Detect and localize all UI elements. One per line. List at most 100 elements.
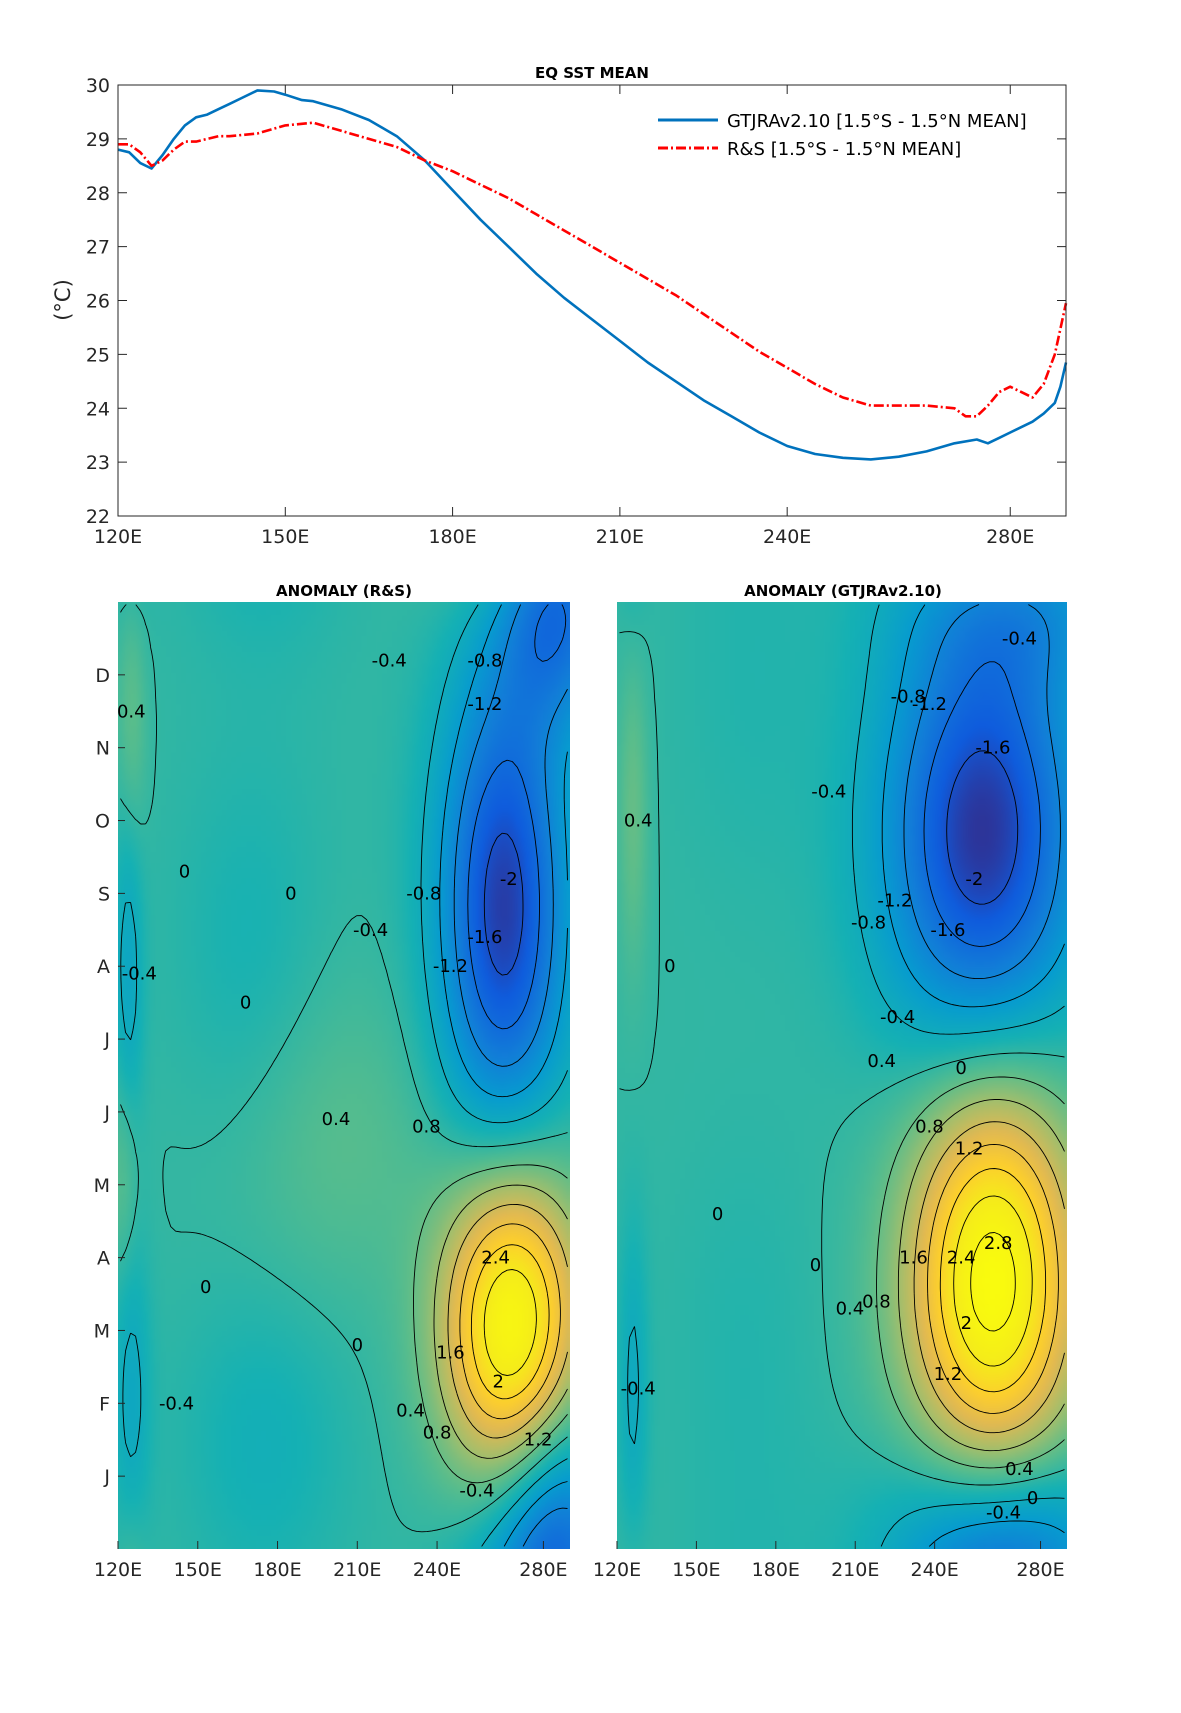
x-tick-label: 210E <box>831 1559 879 1581</box>
contour-label: 0 <box>179 862 190 883</box>
x-tick-label: 120E <box>94 526 142 548</box>
contour-label: 1.6 <box>899 1248 928 1269</box>
contour-label: -0.4 <box>459 1481 494 1502</box>
contour-line <box>470 1244 550 1400</box>
contour-label: -2 <box>965 869 983 890</box>
y-tick-label: J <box>103 1466 110 1488</box>
series-line-rs <box>118 121 1068 418</box>
contour-line <box>120 604 568 1547</box>
y-tick-label: 27 <box>86 237 110 259</box>
anomaly-rs-colorfield <box>118 602 570 1549</box>
contour-label: 2 <box>492 1372 503 1393</box>
contour-line <box>447 1203 568 1439</box>
contour-label: 0.4 <box>322 1109 351 1130</box>
x-tick-label: 150E <box>174 1559 222 1581</box>
contour-label: -2 <box>500 869 518 890</box>
x-tick-label: 180E <box>752 1559 800 1581</box>
series-line-gtjra <box>117 89 1068 461</box>
contour-label: 0 <box>664 956 675 977</box>
y-tick-label: S <box>98 883 110 905</box>
x-tick-label: 150E <box>261 526 309 548</box>
contour-line <box>913 1121 1065 1434</box>
contour-label: 0.8 <box>412 1117 441 1138</box>
x-tick-label: 210E <box>596 526 644 548</box>
y-tick-label: N <box>96 738 110 760</box>
contour-label: -0.8 <box>467 650 502 671</box>
contour-label: 0.4 <box>117 701 146 722</box>
line-plot-frame <box>117 84 1067 517</box>
contour-line <box>483 1269 537 1376</box>
contour-label: -0.4 <box>122 964 157 985</box>
contour-line <box>627 604 1065 1547</box>
contour-label: 1.6 <box>436 1342 465 1363</box>
x-tick-label: 280E <box>519 1559 567 1581</box>
y-tick-label: 24 <box>86 398 110 420</box>
contour-label: 1.2 <box>524 1430 553 1451</box>
x-tick-label: 240E <box>763 526 811 548</box>
contour-label: 0.4 <box>624 811 653 832</box>
y-tick-label: D <box>95 665 110 687</box>
contour-line <box>927 1143 1059 1414</box>
x-tick-label: 120E <box>94 1559 142 1581</box>
x-tick-label: 180E <box>428 526 476 548</box>
y-tick-label: O <box>95 811 110 833</box>
anomaly-rs-heatmap: ANOMALY (R&S) 2.421.61.20.80.40.80.4-0.4… <box>94 582 570 1581</box>
contour-label: 0 <box>1027 1488 1038 1509</box>
contour-line <box>939 1168 1047 1393</box>
contour-label: 2 <box>961 1313 972 1334</box>
contour-label: -1.6 <box>467 927 502 948</box>
y-tick-label: 25 <box>86 344 110 366</box>
contour-label: -1.2 <box>433 956 468 977</box>
x-tick-label: 180E <box>253 1559 301 1581</box>
y-tick-label: A <box>97 1248 110 1270</box>
x-tick-label: 280E <box>986 526 1034 548</box>
y-tick-label: M <box>94 1175 110 1197</box>
line-chart-ylabel: (°C) <box>51 279 75 321</box>
y-tick-label: J <box>103 1029 110 1051</box>
contour-label: -0.8 <box>406 883 441 904</box>
contour-line <box>881 604 1065 1547</box>
x-tick-label: 150E <box>672 1559 720 1581</box>
contour-label: -0.4 <box>1002 628 1037 649</box>
contour-label: 0.8 <box>915 1117 944 1138</box>
x-tick-label: 210E <box>333 1559 381 1581</box>
contour-line <box>897 1099 1065 1452</box>
contour-label: -0.4 <box>159 1393 194 1414</box>
contour-line <box>459 1223 561 1420</box>
line-chart-title: EQ SST MEAN <box>535 64 649 82</box>
y-tick-label: A <box>97 956 110 978</box>
y-tick-label: J <box>103 1102 110 1124</box>
y-tick-label: 28 <box>86 183 110 205</box>
contour-label: 2.4 <box>947 1248 976 1269</box>
contour-line <box>433 1184 568 1459</box>
contour-label: -0.4 <box>621 1379 656 1400</box>
anomaly-gtjra-heatmap: ANOMALY (GTJRAv2.10) 2.8 2.4 2 1.6 1.2 1.2 0.8… <box>593 582 1067 1581</box>
contour-line <box>903 604 1061 980</box>
contour-line <box>953 1195 1033 1367</box>
contour-label: 0.8 <box>423 1422 452 1443</box>
anomaly-gtjra-contours <box>619 604 1065 1547</box>
contour-label: 0.8 <box>862 1291 891 1312</box>
legend-label-rs: R&S [1.5°S - 1.5°N MEAN] <box>727 139 961 160</box>
contour-label: 0 <box>240 993 251 1014</box>
y-tick-label: F <box>99 1393 110 1415</box>
contour-line <box>453 604 568 1547</box>
contour-label: -0.4 <box>372 650 407 671</box>
contour-label: -0.8 <box>851 913 886 934</box>
contour-line <box>413 1164 568 1484</box>
contour-label: -1.6 <box>975 738 1010 759</box>
contour-line <box>467 604 567 1030</box>
sst-mean-line-chart: EQ SST MEAN (°C) 120E 150E 180E 210E 240E 280… <box>51 64 1068 548</box>
contour-label: 0.4 <box>836 1299 865 1320</box>
contour-label: 0 <box>352 1335 363 1356</box>
contour-label: 0 <box>712 1204 723 1225</box>
contour-label: -0.4 <box>811 781 846 802</box>
x-tick-label: 240E <box>911 1559 959 1581</box>
line-legend: GTJRAv2.10 [1.5°S - 1.5°N MEAN] R&S [1.5… <box>658 111 1027 160</box>
contour-line <box>876 1076 1065 1469</box>
anomaly-rs-title: ANOMALY (R&S) <box>276 582 412 600</box>
contour-label: -1.2 <box>877 891 912 912</box>
contour-label: 2.8 <box>984 1233 1013 1254</box>
contour-label: -1.2 <box>467 694 502 715</box>
anomaly-gtjra-colorfield <box>617 602 1067 1549</box>
